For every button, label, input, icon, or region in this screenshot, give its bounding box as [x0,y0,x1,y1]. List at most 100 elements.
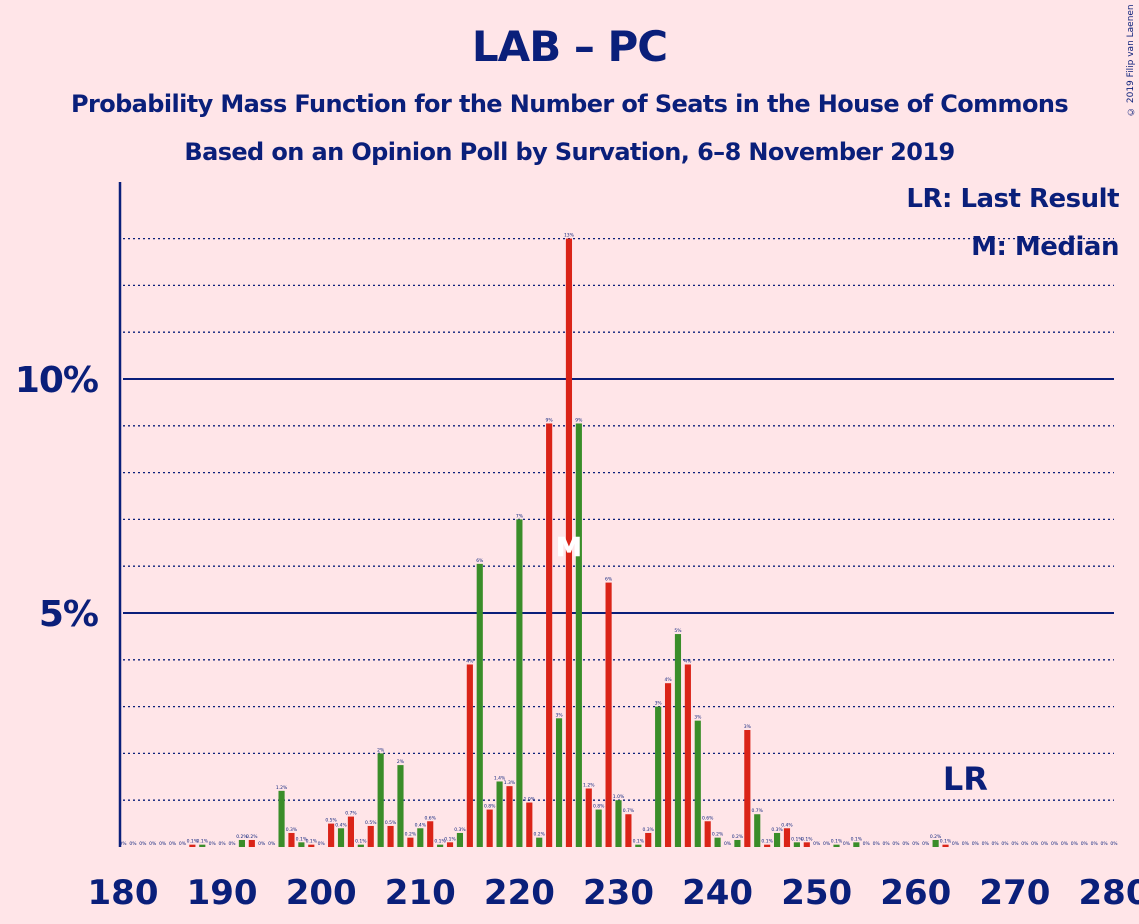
bar-label-266: 0% [972,841,980,847]
bar-label-212: 0.1% [434,839,446,845]
bar-label-217: 0.8% [484,804,496,810]
bar-label-278: 0% [1091,841,1099,847]
x-tick-label-180: 180 [88,873,159,913]
bar-198 [298,842,305,847]
bar-label-262: 0.2% [930,834,942,840]
bar-label-230: 1.0% [613,794,625,800]
bar-label-214: 0.3% [454,827,466,833]
bar-203 [347,816,355,847]
bar-series [189,238,949,848]
bar-label-206: 2% [377,747,385,753]
bar-label-268: 0% [992,841,1000,847]
x-tick-label-220: 220 [484,873,555,913]
chart-subtitle-poll: Based on an Opinion Poll by Survation, 6… [184,138,955,166]
bar-label-207: 0.5% [385,820,397,826]
x-tick-label-280: 280 [1079,873,1139,913]
bar-label-265: 0% [962,841,970,847]
bar-215 [466,664,473,847]
bar-label-279: 0% [1101,841,1109,847]
x-tick-label-260: 260 [880,873,951,913]
bar-221 [526,802,533,847]
bar-label-218: 1.4% [494,775,506,781]
bar-label-211: 0.6% [424,815,436,821]
bar-217 [486,809,493,847]
bar-247 [783,828,791,847]
bar-label-235: 4% [664,677,672,683]
bar-label-187: 0.1% [187,839,199,845]
bar-label-210: 0.4% [415,822,427,828]
bar-243 [744,730,751,847]
bar-label-234: 3% [655,701,663,707]
bar-label-192: 0.2% [236,834,248,840]
bar-193 [248,839,255,847]
bar-240 [714,837,721,847]
bar-label-254: 0.1% [851,836,863,842]
x-tick-label-200: 200 [286,873,357,913]
bar-label-264: 0% [952,841,960,847]
bar-244 [754,814,761,847]
bar-label-208: 2% [397,759,405,765]
bar-211 [427,821,434,847]
bar-label-236: 5% [674,628,682,634]
bar-label-220: 7% [516,513,524,519]
bar-label-203: 0.7% [345,811,357,817]
bar-label-258: 0% [892,841,900,847]
bar-label-209: 0.2% [405,832,417,838]
bar-label-276: 0% [1071,841,1079,847]
bar-label-261: 0% [922,841,930,847]
bar-label-271: 0% [1021,841,1029,847]
bar-label-185: 0% [169,841,177,847]
bar-218 [496,781,503,847]
bar-label-219: 1.3% [504,780,516,786]
bar-label-201: 0.5% [325,818,337,824]
chart-title: LAB – PC [471,22,668,71]
bar-219 [506,786,513,847]
bar-label-227: 1.2% [583,783,595,789]
bar-label-259: 0% [902,841,910,847]
bar-label-191: 0% [228,841,236,847]
bar-237 [684,664,691,847]
bar-label-277: 0% [1081,841,1089,847]
bar-233 [645,832,652,847]
bar-label-260: 0% [912,841,920,847]
bar-245 [764,844,771,847]
bar-249 [803,842,810,847]
bar-231 [625,814,632,847]
bar-label-249: 0.1% [801,836,813,842]
bar-label-222: 0.2% [534,832,546,838]
bar-label-228: 0.8% [593,804,605,810]
bar-label-224: 3% [555,712,563,718]
bar-192 [238,839,245,847]
bar-238 [694,720,701,847]
bar-label-256: 0% [873,841,881,847]
bar-label-216: 6% [476,558,484,564]
bar-label-273: 0% [1041,841,1049,847]
bar-label-238: 3% [694,715,702,721]
bar-label-270: 0% [1011,841,1019,847]
bar-263 [942,844,949,847]
y-tick-label-10: 10% [15,360,98,401]
median-marker: M [556,533,582,563]
bar-197 [288,832,295,847]
bar-label-188: 0.1% [197,839,209,845]
bar-label-204: 0.1% [355,839,367,845]
bar-188 [199,844,206,847]
axes: 5% 10% 180 190 200 210 220 230 240 250 260 270 280 [15,182,1139,913]
bar-210 [417,828,424,847]
bar-201 [328,823,335,847]
bar-label-244: 0.7% [752,808,764,814]
x-tick-label-230: 230 [583,873,654,913]
bar-199 [308,844,315,847]
bar-262 [932,839,939,847]
bar-label-267: 0% [982,841,990,847]
bar-label-253: 0% [843,841,851,847]
x-tick-label-250: 250 [781,873,852,913]
bar-label-197: 0.3% [286,827,298,833]
bar-label-225: 13% [564,233,575,239]
bar-label-240: 0.2% [712,832,724,838]
bar-value-labels: 0% 0% 0% 0% 0% 0% 0% 0.1%0.1% 0% 0% 0%0.2%0.2%0% 0%… [119,233,1118,847]
bar-220 [516,519,523,847]
bar-label-196: 1.2% [276,785,288,791]
bar-227 [585,788,592,847]
bar-230 [615,800,622,847]
